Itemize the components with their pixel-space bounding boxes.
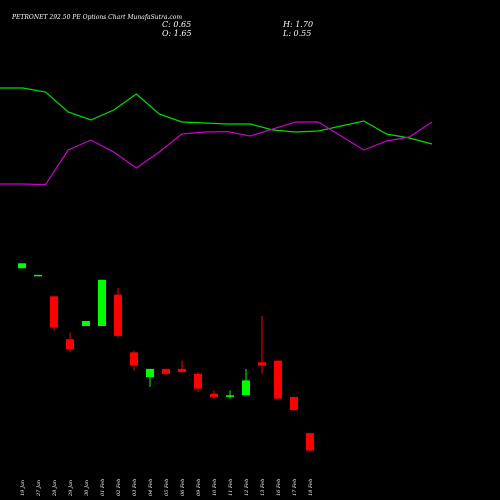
x-tick-label: 09 Feb <box>196 479 202 496</box>
candle-body-19-jan <box>18 263 26 269</box>
x-tick-label: 30 Jan <box>84 480 90 496</box>
x-tick-label: 03 Feb <box>132 479 138 496</box>
candle-body-04-feb <box>146 368 154 378</box>
candles <box>18 263 314 453</box>
x-tick-label: 01 Feb <box>100 479 106 496</box>
candle-body-17-feb <box>290 396 298 411</box>
x-tick-label: 06 Feb <box>180 479 186 496</box>
candle-body-02-feb <box>114 294 122 336</box>
candle-body-28-jan <box>50 296 58 328</box>
indicator-line-2 <box>0 121 433 186</box>
x-tick-label: 28 Jan <box>52 480 58 497</box>
candle-body-29-jan <box>66 339 74 350</box>
x-axis-ticks: 19 Jan 27 Jan 28 Jan 29 Jan 30 Jan 01 Feb 02 F… <box>20 479 314 497</box>
x-tick-label: 10 Feb <box>212 479 218 496</box>
candle-body-10-feb <box>210 393 218 397</box>
candle-body-05-feb <box>162 368 170 374</box>
x-tick-label: 12 Feb <box>244 479 250 496</box>
open-value: O: 1.65 <box>162 29 192 38</box>
x-tick-label: 17 Feb <box>292 479 298 496</box>
x-tick-label: 19 Jan <box>20 480 26 496</box>
candle-body-16-feb <box>274 360 282 399</box>
x-tick-label: 05 Feb <box>164 479 170 496</box>
chart-title: PETRONET 292.50 PE Options Chart MunafaS… <box>12 14 183 21</box>
candle-body-01-feb <box>98 279 106 326</box>
candle-body-27-jan <box>34 274 42 277</box>
close-value: C: 0.65 <box>162 20 192 29</box>
candle-body-18-feb <box>306 433 314 451</box>
x-tick-label: 18 Feb <box>308 479 314 496</box>
x-tick-label: 04 Feb <box>148 479 154 496</box>
candle-body-11-feb <box>226 395 234 397</box>
x-tick-label: 13 Feb <box>260 479 266 496</box>
candle-body-06-feb <box>178 368 186 373</box>
candle-body-12-feb <box>242 380 250 396</box>
indicator-lines <box>0 87 433 186</box>
candle-body-13-feb <box>258 362 266 366</box>
high-value: H: 1.70 <box>283 20 314 29</box>
candle-body-30-jan <box>82 321 90 326</box>
x-tick-label: 27 Jan <box>36 480 42 497</box>
candle-body-09-feb <box>194 373 202 389</box>
x-tick-label: 11 Feb <box>228 479 234 496</box>
indicator-line-1 <box>0 87 433 145</box>
x-tick-label: 29 Jan <box>68 480 74 497</box>
low-value: L: 0.55 <box>283 29 312 38</box>
x-tick-label: 16 Feb <box>276 479 282 496</box>
x-tick-label: 02 Feb <box>116 479 122 496</box>
candle-body-03-feb <box>130 352 138 366</box>
